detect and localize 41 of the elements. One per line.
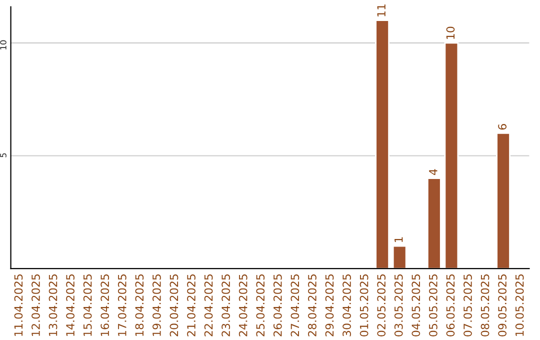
x-tick-label: 22.04.2025 bbox=[204, 274, 213, 336]
data-label: 10 bbox=[446, 26, 455, 39]
x-tick-label: 08.05.2025 bbox=[480, 274, 490, 336]
x-tick-label: 26.04.2025 bbox=[273, 274, 282, 336]
bar bbox=[375, 20, 390, 269]
bar bbox=[426, 178, 442, 269]
x-tick-label: 13.04.2025 bbox=[48, 274, 58, 336]
x-tick-label: 16.04.2025 bbox=[100, 274, 110, 336]
x-tick-label: 07.05.2025 bbox=[464, 274, 472, 336]
data-label: 4 bbox=[429, 169, 438, 176]
x-tick-label: 23.04.2025 bbox=[222, 274, 230, 336]
x-tick-label: 19.04.2025 bbox=[152, 274, 161, 336]
data-label: 1 bbox=[394, 237, 403, 242]
x-tick-label: 30.04.2025 bbox=[342, 274, 351, 336]
x-tick-label: 09.05.2025 bbox=[498, 274, 507, 336]
x-tick-label: 21.04.2025 bbox=[187, 274, 196, 336]
x-tick-label: 15.04.2025 bbox=[83, 274, 92, 336]
x-tick-label: 24.04.2025 bbox=[238, 274, 248, 336]
x-tick-label: 29.04.2025 bbox=[325, 274, 334, 336]
x-tick-label: 12.04.2025 bbox=[32, 274, 40, 336]
x-tick-label: 20.04.2025 bbox=[170, 274, 178, 336]
x-tick-label: 10.05.2025 bbox=[515, 274, 524, 336]
bar bbox=[496, 132, 510, 269]
x-tick-label: 11.04.2025 bbox=[14, 274, 23, 336]
x-tick-label: 14.04.2025 bbox=[66, 274, 75, 336]
x-tick-label: 27.04.2025 bbox=[290, 274, 300, 336]
x-tick-label: 17.04.2025 bbox=[118, 274, 126, 336]
x-tick-label: 05.05.2025 bbox=[428, 274, 438, 336]
x-tick-label: 04.05.2025 bbox=[412, 274, 420, 336]
x-tick-label: 01.05.2025 bbox=[360, 274, 368, 336]
x-tick-label: 28.04.2025 bbox=[308, 274, 316, 336]
data-label: 6 bbox=[498, 124, 507, 130]
x-tick-label: 18.04.2025 bbox=[135, 274, 144, 336]
x-tick-label: 02.05.2025 bbox=[377, 274, 386, 336]
x-tick-label: 06.05.2025 bbox=[446, 274, 455, 336]
x-tick-label: 25.04.2025 bbox=[256, 274, 265, 336]
x-tick-label: 03.05.2025 bbox=[394, 274, 403, 336]
y-tick-label: 5 bbox=[0, 153, 6, 158]
bar bbox=[444, 42, 459, 269]
data-label: 11 bbox=[377, 4, 386, 16]
bar bbox=[392, 245, 407, 269]
